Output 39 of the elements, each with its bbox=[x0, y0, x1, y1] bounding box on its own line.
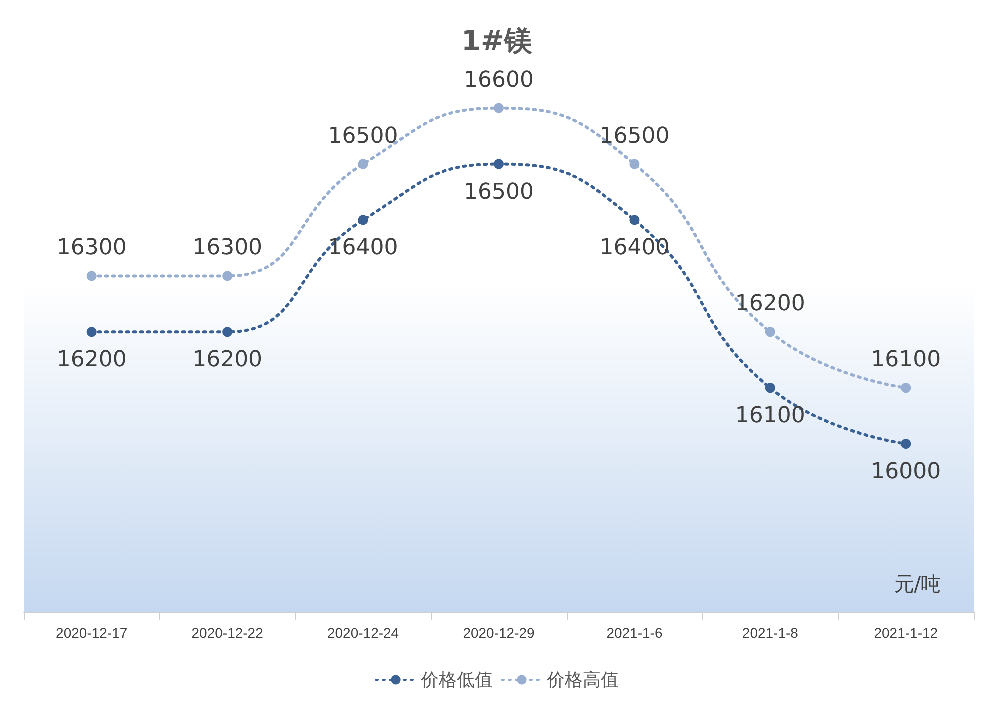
chart-title: 1#镁 bbox=[462, 24, 534, 58]
point bbox=[765, 383, 776, 394]
data-label: 16500 bbox=[328, 124, 398, 149]
point bbox=[630, 159, 640, 170]
point bbox=[494, 103, 504, 114]
data-label: 16500 bbox=[600, 124, 670, 149]
point bbox=[901, 439, 912, 450]
x-tick-label: 2021-1-6 bbox=[606, 625, 663, 641]
point bbox=[358, 215, 368, 226]
x-tick-label: 2021-1-8 bbox=[742, 625, 799, 641]
legend-label: 价格低值 bbox=[420, 670, 493, 690]
data-label: 16300 bbox=[56, 236, 127, 261]
data-label: 16400 bbox=[328, 236, 398, 261]
data-label: 16200 bbox=[735, 292, 806, 317]
x-tick-label: 2020-12-22 bbox=[192, 625, 264, 641]
x-tick-label: 2020-12-17 bbox=[56, 625, 128, 641]
legend-label: 价格高值 bbox=[546, 670, 619, 690]
point bbox=[901, 383, 912, 394]
x-tick-label: 2020-12-29 bbox=[463, 625, 536, 641]
data-label: 16300 bbox=[192, 236, 263, 261]
data-label: 16400 bbox=[600, 236, 670, 261]
point bbox=[86, 327, 97, 338]
data-label: 16100 bbox=[871, 348, 942, 373]
data-label: 16600 bbox=[464, 68, 534, 93]
x-tick-label: 2021-1-12 bbox=[874, 625, 938, 641]
data-label: 16200 bbox=[56, 348, 127, 373]
text: 元/吨 bbox=[894, 572, 942, 596]
point bbox=[86, 271, 97, 282]
point bbox=[630, 215, 640, 226]
point bbox=[494, 159, 504, 170]
point bbox=[222, 271, 233, 282]
x-tick-label: 2020-12-24 bbox=[327, 625, 400, 641]
point bbox=[358, 159, 368, 170]
data-label: 16000 bbox=[871, 460, 942, 485]
point bbox=[765, 327, 776, 338]
data-label: 16100 bbox=[735, 404, 806, 429]
data-label: 16500 bbox=[464, 180, 534, 205]
data-label: 16200 bbox=[192, 348, 263, 373]
point bbox=[222, 327, 233, 338]
